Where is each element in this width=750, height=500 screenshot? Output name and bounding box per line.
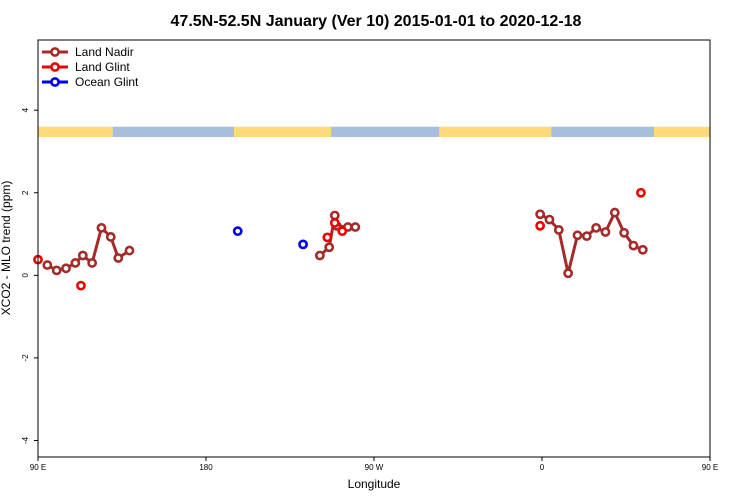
x-tick-label: 90 E <box>702 463 718 472</box>
data-point-ocean-glint <box>232 226 243 237</box>
series-land-nadir <box>42 207 648 279</box>
legend-swatch-marker <box>50 77 60 87</box>
data-point-land-nadir <box>591 222 602 233</box>
y-tick-label: 2 <box>21 190 30 195</box>
data-point-land-nadir <box>544 214 555 225</box>
data-point-land-nadir <box>70 258 81 268</box>
land-ocean-band <box>38 126 710 138</box>
legend-swatch-marker <box>50 62 60 72</box>
series-ocean-glint <box>232 226 308 250</box>
x-tick-label: 0 <box>540 463 545 472</box>
band-segment-land <box>234 126 332 138</box>
legend-item-land-nadir: Land Nadir <box>42 45 134 59</box>
data-point-land-glint <box>329 218 340 228</box>
data-point-land-nadir <box>572 230 583 241</box>
y-tick-label: -2 <box>21 354 30 362</box>
legend-swatch-marker <box>50 47 60 57</box>
data-point-land-glint <box>535 220 546 231</box>
data-point-land-glint <box>322 232 333 243</box>
data-point-land-nadir <box>77 250 88 261</box>
data-point-land-nadir <box>96 222 107 233</box>
data-point-land-nadir <box>42 260 53 270</box>
data-point-land-nadir <box>124 245 135 256</box>
data-point-land-nadir <box>553 225 564 235</box>
data-point-land-nadir <box>61 263 71 274</box>
band-segment-ocean <box>112 126 234 138</box>
data-point-land-nadir <box>637 244 648 255</box>
data-point-land-nadir <box>113 253 124 263</box>
data-point-land-glint <box>337 226 348 237</box>
data-point-land-nadir <box>314 250 325 261</box>
data-point-land-nadir <box>51 265 62 276</box>
series-layer <box>33 187 648 291</box>
y-tick-label: 0 <box>21 273 30 278</box>
x-tick-label: 180 <box>199 463 213 472</box>
data-point-land-nadir <box>600 227 611 237</box>
data-point-land-nadir <box>329 210 340 221</box>
data-point-land-nadir <box>87 258 98 268</box>
x-axis: 90 E 180 90 W 0 90 E <box>30 457 718 472</box>
data-point-land-nadir <box>628 240 639 251</box>
data-point-land-nadir <box>581 231 592 242</box>
chart-title: 47.5N-52.5N January (Ver 10) 2015-01-01 … <box>171 13 582 30</box>
data-point-land-nadir <box>105 232 116 242</box>
data-point-ocean-glint <box>298 239 308 250</box>
band-segment-land <box>439 126 552 138</box>
x-tick-label: 90 W <box>365 463 384 472</box>
y-tick-label: -4 <box>21 436 30 444</box>
legend-label: Ocean Glint <box>75 75 139 89</box>
y-tick-label: 4 <box>21 107 30 112</box>
data-point-land-nadir <box>563 268 574 279</box>
x-tick-label: 90 E <box>30 463 46 472</box>
x-axis-label: Longitude <box>348 477 401 491</box>
y-axis-label: XCO2 - MLO trend (ppm) <box>0 181 13 316</box>
band-segment-land <box>654 126 710 138</box>
legend-label: Land Glint <box>75 60 130 74</box>
plot-frame <box>37 39 711 458</box>
data-point-land-nadir <box>535 209 546 220</box>
legend-item-land-glint: Land Glint <box>42 60 130 74</box>
legend-label: Land Nadir <box>75 45 134 59</box>
legend-item-ocean-glint: Ocean Glint <box>42 75 139 89</box>
data-point-land-nadir <box>324 242 335 253</box>
data-point-land-glint <box>636 187 646 198</box>
band-segment-land <box>38 126 113 138</box>
series-line-land-nadir <box>539 211 644 275</box>
data-point-land-glint <box>76 280 86 291</box>
data-point-land-nadir <box>350 222 361 232</box>
band-segment-ocean <box>551 126 654 138</box>
data-point-land-nadir <box>609 207 620 218</box>
band-segment-ocean <box>331 126 440 138</box>
series-land-glint <box>33 187 646 291</box>
data-point-land-nadir <box>619 227 630 238</box>
y-axis: -4 -2 0 2 4 <box>21 107 38 444</box>
